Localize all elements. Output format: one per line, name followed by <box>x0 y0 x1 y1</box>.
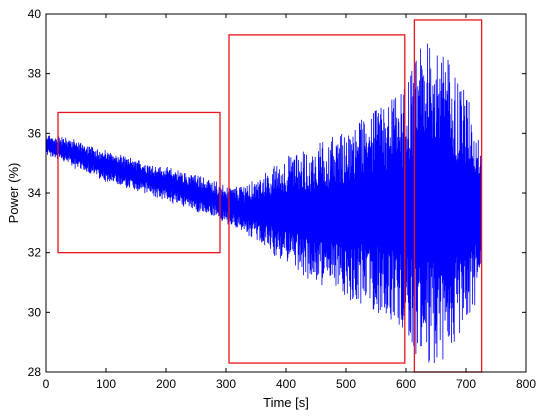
y-tick-label: 38 <box>28 67 42 81</box>
highlight-box-1 <box>57 111 221 254</box>
y-tick-label: 30 <box>28 305 42 319</box>
power-signal-line <box>46 43 482 364</box>
y-tick-label: 32 <box>28 246 42 260</box>
y-tick-label: 28 <box>28 365 42 379</box>
tick-layer: 0 100 200 300 400 500 600 700 800 28 30 32 34 36 38 40 <box>28 7 537 391</box>
y-tick-label: 34 <box>28 186 42 200</box>
x-tick-label: 300 <box>216 377 236 391</box>
x-tick-label: 100 <box>96 377 116 391</box>
x-tick-label: 700 <box>456 377 476 391</box>
y-tick-label: 40 <box>28 7 42 21</box>
x-axis-label: Time [s] <box>263 395 309 410</box>
data-layer <box>46 43 482 364</box>
x-tick-label: 500 <box>336 377 356 391</box>
highlight-box-2 <box>228 34 406 364</box>
x-tick-label: 800 <box>516 377 536 391</box>
x-tick-label: 600 <box>396 377 416 391</box>
y-axis-label: Power (%) <box>6 163 21 224</box>
x-tick-label: 400 <box>276 377 296 391</box>
x-tick-label: 200 <box>156 377 176 391</box>
y-tick-label: 36 <box>28 126 42 140</box>
x-tick-label: 0 <box>43 377 50 391</box>
